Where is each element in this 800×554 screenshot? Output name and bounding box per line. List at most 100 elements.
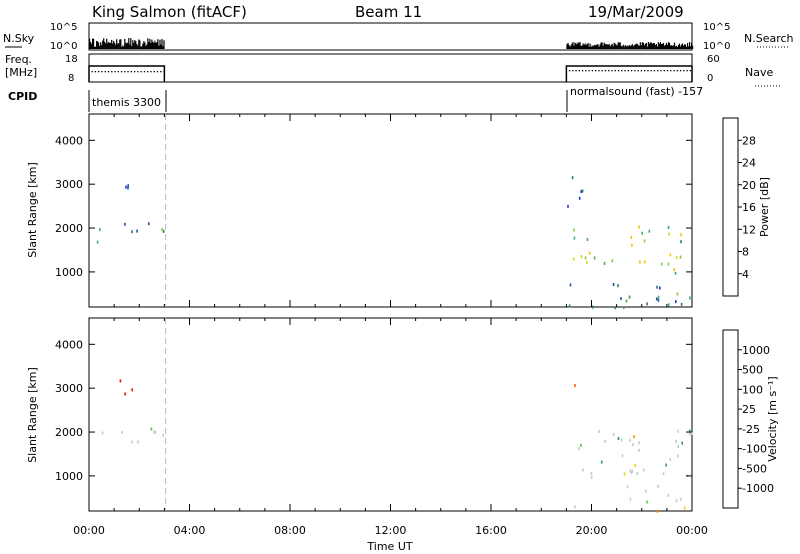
nsky-bar <box>664 45 667 49</box>
power-cell <box>656 285 658 289</box>
nave-dot <box>663 70 665 72</box>
velocity-cell <box>681 441 683 445</box>
velocity-cell <box>677 445 679 448</box>
velocity-cell <box>626 485 629 489</box>
nsky-bar <box>629 45 631 49</box>
velocity-cell <box>629 497 632 501</box>
nsky-bar <box>666 44 669 49</box>
nave-dot <box>614 70 616 72</box>
power-cell <box>580 190 582 194</box>
velocity-cell <box>632 443 634 446</box>
nsky-bar <box>98 42 100 49</box>
nsky-bar <box>571 43 573 49</box>
nsky-bar <box>572 42 574 49</box>
nsky-bar <box>568 44 570 49</box>
velocity-cell <box>638 441 640 445</box>
nsky-bar <box>674 46 677 49</box>
nsky-bar <box>688 46 690 49</box>
power-cell <box>628 295 631 299</box>
velocity-cell <box>634 464 636 467</box>
freq-trace <box>88 65 693 82</box>
power-cell <box>572 257 575 261</box>
nsky-bar <box>639 42 641 49</box>
velocity-ytick-label: 1000 <box>55 470 83 483</box>
power-cell <box>568 304 571 308</box>
nsky-bar <box>648 43 650 49</box>
nave-dot <box>617 70 620 72</box>
nsky-bar <box>650 42 652 49</box>
velocity-cell <box>574 384 576 388</box>
nsky-bar <box>653 43 655 49</box>
power-cell <box>125 185 127 189</box>
nave-dot <box>153 71 155 73</box>
power-cell <box>669 253 672 257</box>
velocity-colorbar-tick-label: -100 <box>742 443 767 456</box>
nsky-bar <box>154 40 156 49</box>
nsky-bar <box>576 44 578 49</box>
velocity-cell <box>656 509 659 513</box>
nsky-bar <box>604 44 606 49</box>
nsky-bar <box>101 45 103 49</box>
nsky-bar <box>597 44 599 49</box>
power-cell <box>667 262 670 266</box>
velocity-cell <box>638 448 640 452</box>
nsky-bar <box>114 43 116 49</box>
nsky-bar <box>152 41 154 49</box>
nsky-bar <box>163 40 165 49</box>
nave-dot <box>156 71 159 73</box>
nsky-bar <box>145 45 147 49</box>
nave-dot <box>578 70 580 72</box>
nsky-bar <box>590 47 592 49</box>
power-cell <box>644 260 646 264</box>
nave-dot <box>644 70 646 72</box>
nsky-bar <box>616 45 618 49</box>
power-cell <box>657 298 660 302</box>
nsky-bar <box>606 44 608 49</box>
nsky-bar <box>92 38 94 49</box>
nsky-bar <box>89 38 91 49</box>
velocity-colorbar-frame <box>722 329 739 509</box>
nave-dot <box>568 70 571 72</box>
nsky-bar <box>102 40 104 49</box>
power-colorbar-tick-label: 8 <box>742 246 749 259</box>
nsky-bar <box>137 45 139 49</box>
nsky-bar <box>602 45 604 49</box>
nsky-bar <box>158 45 160 49</box>
nsky-bar <box>686 46 688 49</box>
velocity-cell <box>631 469 634 473</box>
nave-dot <box>575 70 577 72</box>
power-cell <box>667 303 670 307</box>
power-cell <box>643 239 646 243</box>
nsky-bar <box>578 43 580 49</box>
nsky-bar <box>680 44 683 49</box>
nsky-bar <box>632 46 634 49</box>
power-cell <box>655 297 658 301</box>
power-cell <box>667 226 670 229</box>
power-colorbar-tick-label: 12 <box>742 223 756 236</box>
nsearch-tick-top: 10^5 <box>703 22 730 33</box>
nave-dot <box>657 70 659 72</box>
nave-dot <box>582 70 584 72</box>
nsky-bar <box>662 42 665 49</box>
nsky-bar <box>685 44 687 49</box>
power-cell <box>689 296 691 300</box>
nsky-bar <box>642 42 644 49</box>
power-cell <box>659 286 661 290</box>
nsky-bar <box>634 44 636 49</box>
power-cell <box>668 232 670 236</box>
nsky-bar <box>131 46 133 49</box>
nsky-bar <box>635 43 637 49</box>
power-cell <box>592 305 594 309</box>
nsky-bar <box>630 45 632 49</box>
velocity-colorbar-tick-label: 500 <box>742 364 763 377</box>
nsky-bar <box>143 41 145 49</box>
freq-line <box>88 65 166 82</box>
nave-dot <box>676 70 678 72</box>
velocity-cell <box>633 435 635 439</box>
nsky-bar <box>109 42 111 49</box>
nsky-bar <box>625 46 627 49</box>
nsky-bar <box>654 45 656 49</box>
power-cell <box>573 228 575 232</box>
power-ytick-label: 1000 <box>55 266 83 279</box>
nave-dot <box>673 70 675 72</box>
